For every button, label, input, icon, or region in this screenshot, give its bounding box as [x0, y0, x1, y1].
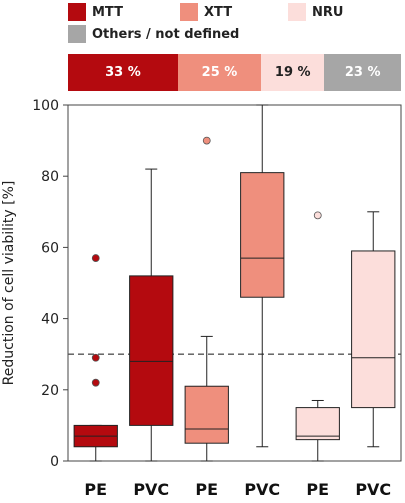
box-mtt-pvc	[129, 275, 174, 426]
percentage-segment-mtt: 33 %	[68, 54, 178, 91]
box-mtt-pe-outlier-2	[91, 254, 100, 262]
percentage-bar: 33 % 25 % 19 % 23 %	[68, 54, 401, 91]
legend-label-nru: NRU	[312, 4, 344, 20]
legend-item-mtt: MTT	[68, 2, 123, 22]
legend-swatch-xtt	[180, 3, 198, 21]
legend-label-mtt: MTT	[92, 4, 123, 20]
percentage-segment-nru: 19 %	[261, 54, 325, 91]
box-mtt-pe-outlier-0	[91, 378, 100, 387]
box-xtt-pe	[184, 385, 229, 444]
x-category-label-1: PVC	[133, 480, 169, 499]
x-category-label-0: PE	[84, 480, 107, 499]
box-xtt-pvc	[240, 172, 285, 298]
box-nru-pe	[295, 407, 340, 441]
legend-swatch-nru	[288, 3, 306, 21]
y-tick-label-60: 60	[41, 240, 59, 256]
box-mtt-pe-outlier-1	[91, 353, 100, 362]
x-category-label-3: PVC	[244, 480, 280, 499]
legend-item-others: Others / not defined	[68, 24, 239, 44]
y-tick-label-20: 20	[41, 383, 59, 399]
percentage-segment-others: 23 %	[324, 54, 401, 91]
y-axis-label: Reduction of cell viability [%]	[1, 181, 17, 386]
y-tick-label-40: 40	[41, 312, 59, 328]
x-category-label-2: PE	[195, 480, 218, 499]
y-tick-label-80: 80	[41, 169, 59, 185]
boxplot-chart: 0 20 40 60 80 100 Reduction of cell viability …	[1, 98, 402, 499]
box-nru-pe-outlier-0	[313, 211, 322, 220]
box-nru-pvc	[351, 250, 396, 409]
legend-label-xtt: XTT	[204, 4, 233, 20]
y-tick-label-100: 100	[32, 98, 59, 114]
legend-label-others: Others / not defined	[92, 26, 240, 42]
box-xtt-pe-outlier-0	[202, 136, 211, 145]
legend: MTT XTT NRU Others / not defined	[68, 0, 405, 46]
legend-swatch-mtt	[68, 3, 86, 21]
plot-frame	[67, 104, 402, 462]
legend-swatch-others	[68, 25, 86, 43]
x-category-label-4: PE	[306, 480, 329, 499]
percentage-segment-xtt: 25 %	[177, 54, 262, 91]
legend-item-xtt: XTT	[180, 2, 232, 22]
x-category-label-5: PVC	[355, 480, 391, 499]
legend-item-nru: NRU	[288, 2, 343, 22]
y-tick-label-0: 0	[50, 454, 59, 470]
